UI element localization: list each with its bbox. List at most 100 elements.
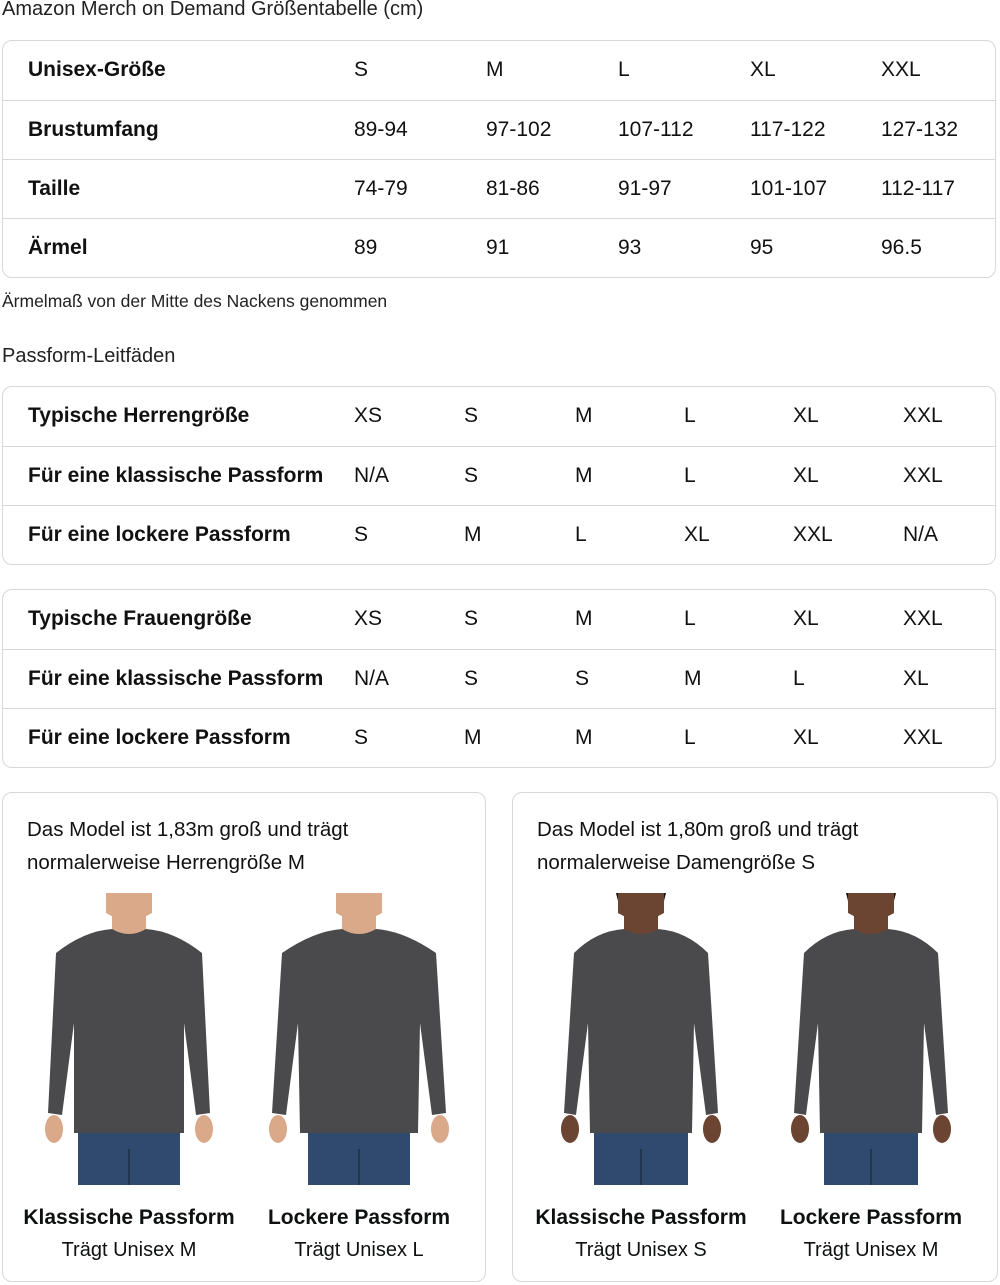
table-cell: 95 (750, 236, 774, 259)
table-cell: M (575, 464, 593, 487)
table-row: Für eine klassische Passform N/A S S M L XL (3, 649, 995, 708)
row-label: Typische Herrengröße (28, 404, 250, 427)
model-photo (776, 891, 966, 1185)
table-cell: XL (793, 607, 819, 630)
table-cell: L (684, 404, 696, 427)
table-cell: XXL (881, 58, 921, 81)
table-cell: 97-102 (486, 118, 552, 141)
table-cell: 112-117 (881, 177, 955, 200)
wears-size: Trägt Unisex M (803, 1239, 939, 1261)
women-fit-table: Typische Frauengröße XS S M L XL XXL Für eine k… (2, 589, 996, 768)
table-cell: L (575, 523, 587, 546)
table-cell: S (464, 464, 479, 487)
table-cell: N/A (903, 523, 939, 546)
table-cell: 117-122 (750, 118, 826, 141)
sleeve-note: Ärmelmaß von der Mitte des Nackens genom… (2, 291, 388, 311)
row-label: Ärmel (28, 236, 88, 259)
table-cell: XXL (793, 523, 833, 546)
fit-name: Lockere Passform (267, 1206, 451, 1229)
size-chart-table: Unisex-Größe S M L XL XXL Brustumfang 89-94 97-1… (2, 40, 996, 278)
table-cell: 96.5 (881, 236, 922, 259)
table-cell: L (793, 667, 805, 690)
table-cell: XL (793, 404, 819, 427)
table-cell: S (354, 58, 369, 81)
table-cell: 74-79 (354, 177, 408, 200)
table-cell: M (575, 404, 593, 427)
table-cell: M (464, 726, 482, 749)
table-row: Für eine lockere Passform S M M L XL XXL (3, 708, 995, 767)
table-cell: 91 (486, 236, 510, 259)
wears-size: Trägt Unisex M (61, 1239, 197, 1261)
model-photo (546, 891, 736, 1185)
table-cell: S (464, 607, 479, 630)
table-cell: N/A (354, 667, 390, 690)
table-cell: XS (354, 404, 383, 427)
fit-guides-title: Passform-Leitfäden (2, 345, 176, 367)
row-label: Für eine lockere Passform (28, 726, 291, 749)
row-label: Für eine klassische Passform (28, 667, 324, 690)
table-cell: XL (750, 58, 776, 81)
table-row: Für eine lockere Passform S M L XL XXL N/A (3, 505, 995, 564)
table-cell: M (575, 726, 593, 749)
table-row: Typische Herrengröße XS S M L XL XXL (3, 387, 995, 446)
fit-caption: Klassische Passform Trägt Unisex M (9, 1202, 249, 1266)
table-cell: L (684, 464, 696, 487)
table-cell: M (575, 607, 593, 630)
table-cell: L (618, 58, 630, 81)
table-cell: XL (684, 523, 710, 546)
table-row: Ärmel 89 91 93 95 96.5 (3, 218, 995, 277)
female-model-card: Das Model ist 1,80m groß und trägt norma… (512, 792, 998, 1282)
fit-caption: Lockere Passform Trägt Unisex L (239, 1202, 479, 1266)
model-photo (34, 893, 224, 1185)
row-label: Unisex-Größe (28, 58, 166, 81)
men-fit-table: Typische Herrengröße XS S M L XL XXL Für eine k… (2, 386, 996, 565)
table-cell: 89 (354, 236, 378, 259)
row-label: Brustumfang (28, 118, 159, 141)
table-row: Taille 74-79 81-86 91-97 101-107 112-117 (3, 159, 995, 218)
fit-name: Lockere Passform (779, 1206, 963, 1229)
model-description: Das Model ist 1,80m groß und trägt norma… (537, 818, 859, 874)
table-cell: S (354, 726, 369, 749)
wears-size: Trägt Unisex S (575, 1239, 707, 1261)
table-cell: XXL (903, 404, 943, 427)
table-cell: 91-97 (618, 177, 672, 200)
table-cell: 81-86 (486, 177, 540, 200)
table-cell: L (684, 726, 696, 749)
table-cell: 127-132 (881, 118, 959, 141)
table-cell: 101-107 (750, 177, 828, 200)
model-description: Das Model ist 1,83m groß und trägt norma… (27, 818, 349, 874)
table-row: Für eine klassische Passform N/A S M L XL XXL (3, 446, 995, 505)
table-cell: XL (793, 464, 819, 487)
row-label: Für eine lockere Passform (28, 523, 291, 546)
table-cell: 89-94 (354, 118, 408, 141)
table-cell: M (464, 523, 482, 546)
table-cell: S (464, 404, 479, 427)
wears-size: Trägt Unisex L (294, 1239, 424, 1261)
fit-name: Klassische Passform (23, 1206, 235, 1229)
row-label: Typische Frauengröße (28, 607, 252, 630)
fit-caption: Klassische Passform Trägt Unisex S (521, 1202, 761, 1266)
row-label: Für eine klassische Passform (28, 464, 324, 487)
table-cell: N/A (354, 464, 390, 487)
model-photo (264, 893, 454, 1185)
table-cell: XL (903, 667, 929, 690)
table-cell: M (486, 58, 504, 81)
table-cell: M (684, 667, 702, 690)
row-label: Taille (28, 177, 81, 200)
table-row: Brustumfang 89-94 97-102 107-112 117-122 127-… (3, 100, 995, 159)
table-cell: S (464, 667, 479, 690)
table-cell: XL (793, 726, 819, 749)
table-cell: S (575, 667, 590, 690)
table-row: Typische Frauengröße XS S M L XL XXL (3, 590, 995, 649)
table-cell: XS (354, 607, 383, 630)
table-cell: L (684, 607, 696, 630)
fit-caption: Lockere Passform Trägt Unisex M (751, 1202, 991, 1266)
size-chart-title: Amazon Merch on Demand Größentabelle (cm… (2, 0, 424, 20)
table-cell: XXL (903, 464, 943, 487)
table-cell: XXL (903, 726, 943, 749)
table-cell: 93 (618, 236, 642, 259)
fit-name: Klassische Passform (535, 1206, 747, 1229)
table-cell: XXL (903, 607, 943, 630)
table-cell: 107-112 (618, 118, 694, 141)
male-model-card: Das Model ist 1,83m groß und trägt norma… (2, 792, 486, 1282)
